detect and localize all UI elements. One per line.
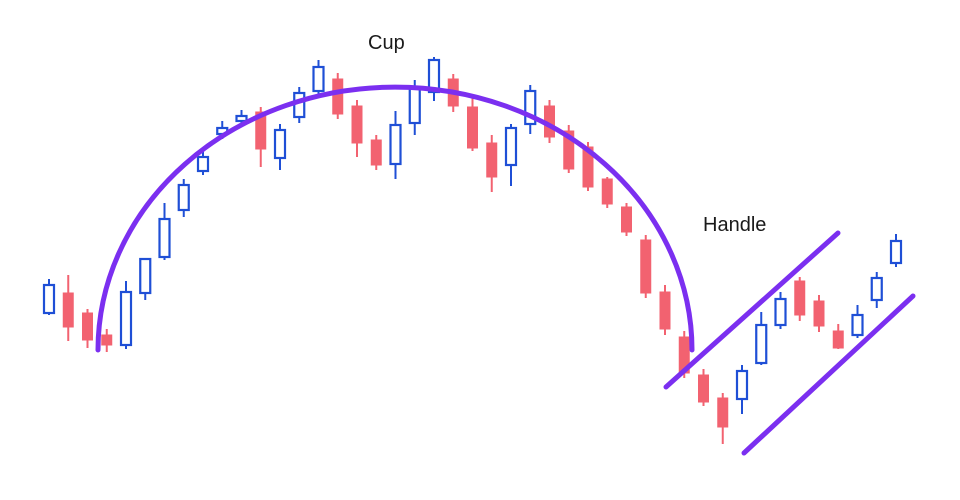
candle-body (717, 397, 729, 428)
candle-body (119, 290, 133, 347)
candle-body (370, 139, 382, 166)
candle (293, 87, 306, 123)
candle-body (832, 330, 844, 349)
candle-body (659, 291, 671, 330)
candle (370, 135, 382, 170)
candle (717, 393, 729, 444)
candle (698, 369, 709, 406)
candle (735, 365, 749, 414)
candle (794, 277, 806, 321)
candle (273, 124, 287, 170)
candle (504, 124, 518, 186)
pattern-layer (95, 84, 916, 456)
candle (119, 281, 133, 349)
candle-body (467, 106, 478, 149)
candle-body (794, 280, 806, 316)
candle (332, 73, 344, 119)
candle (486, 135, 498, 192)
candle (139, 257, 152, 300)
candle-body (312, 65, 325, 93)
candle-body (735, 369, 749, 401)
candle-body (158, 217, 171, 259)
candle (870, 272, 883, 308)
candle (467, 97, 478, 151)
cup-arc (95, 84, 695, 353)
candle (601, 177, 613, 208)
candle-body (427, 58, 441, 94)
candle (196, 149, 210, 175)
candle (659, 285, 671, 335)
candle (312, 60, 325, 96)
handle-label: Handle (703, 214, 766, 236)
candle-body (62, 292, 74, 328)
candle (389, 111, 402, 179)
candle-body (621, 206, 632, 233)
candle-body (139, 257, 152, 295)
candle-body (255, 111, 267, 150)
candle-body (640, 239, 652, 294)
candle (640, 235, 652, 298)
candle-body (698, 374, 709, 403)
candle (774, 292, 787, 329)
candle (832, 324, 844, 349)
candle-body (332, 78, 344, 115)
candle (82, 309, 93, 348)
candle-body (408, 86, 421, 125)
candle (563, 125, 575, 173)
candle-body (82, 312, 93, 341)
candle (42, 279, 56, 315)
candle (524, 85, 537, 134)
cup-label: Cup (368, 32, 405, 54)
candle-body (389, 123, 402, 166)
handle-upper-trendline (663, 230, 841, 390)
candle (889, 234, 903, 267)
candle-body (870, 276, 883, 302)
candle (101, 329, 113, 352)
candle (621, 203, 632, 236)
candle (62, 275, 74, 341)
candle-body (524, 89, 537, 126)
candle-body (351, 105, 363, 144)
candle (351, 100, 363, 157)
candle-body (774, 297, 787, 327)
candle-body (42, 283, 56, 315)
candle-body (889, 239, 903, 265)
candle-body (851, 313, 864, 337)
candle-body (755, 323, 768, 365)
candle-body (101, 334, 113, 346)
candle-body (582, 146, 594, 188)
candle (851, 305, 864, 338)
candle-body (196, 155, 210, 173)
candle-body (177, 183, 190, 212)
candle (813, 295, 825, 332)
candle-body (486, 142, 498, 178)
candle-body (563, 130, 575, 170)
candle (427, 57, 441, 101)
candle (755, 312, 768, 365)
candle-body (504, 126, 518, 167)
candle-body (601, 178, 613, 205)
candle-body (813, 300, 825, 327)
candle (158, 203, 171, 260)
candle-body (235, 114, 248, 123)
handle-lower-trendline (741, 293, 916, 456)
candle (177, 179, 190, 217)
candle-body (293, 91, 306, 119)
candle-body (273, 128, 287, 160)
